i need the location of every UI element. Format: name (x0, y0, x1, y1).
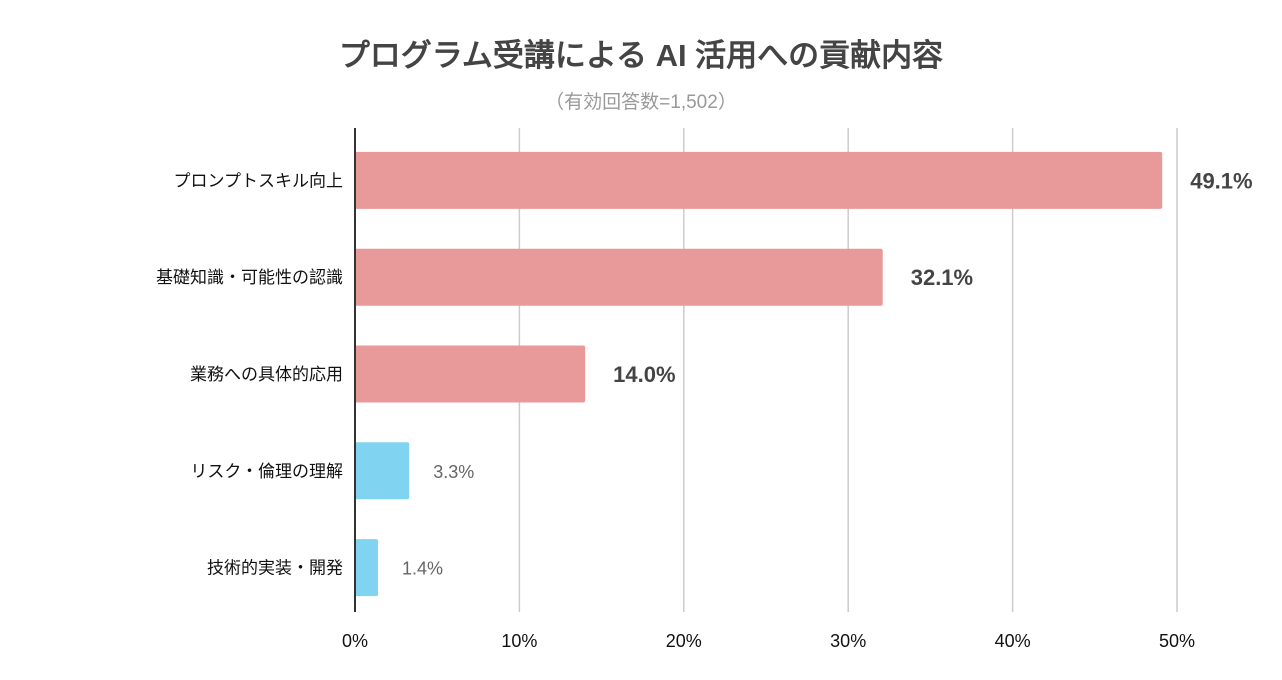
category-label: 業務への具体的応用 (190, 365, 343, 384)
bar (355, 248, 883, 306)
chart-title: プログラム受講による AI 活用への貢献内容 (339, 38, 943, 73)
data-label: 32.1% (911, 265, 973, 290)
chart-subtitle: （有効回答数=1,502） (545, 91, 737, 113)
bar (355, 151, 1163, 209)
x-tick-label: 40% (995, 631, 1031, 651)
data-label: 14.0% (613, 362, 675, 387)
data-label: 1.4% (402, 559, 443, 579)
x-tick-label: 10% (501, 631, 537, 651)
category-label: 基礎知識・可能性の認識 (156, 268, 343, 287)
category-label: プロンプトスキル向上 (174, 171, 344, 190)
category-label: 技術的実装・開発 (207, 559, 343, 578)
x-tick-label: 0% (342, 631, 368, 651)
data-label: 3.3% (433, 462, 474, 482)
category-label: リスク・倫理の理解 (190, 462, 343, 481)
x-tick-label: 50% (1159, 631, 1195, 651)
bar (355, 345, 586, 403)
bar (355, 539, 379, 597)
x-tick-label: 30% (830, 631, 866, 651)
data-label: 49.1% (1190, 168, 1252, 193)
bar (355, 442, 410, 500)
x-tick-label: 20% (666, 631, 702, 651)
